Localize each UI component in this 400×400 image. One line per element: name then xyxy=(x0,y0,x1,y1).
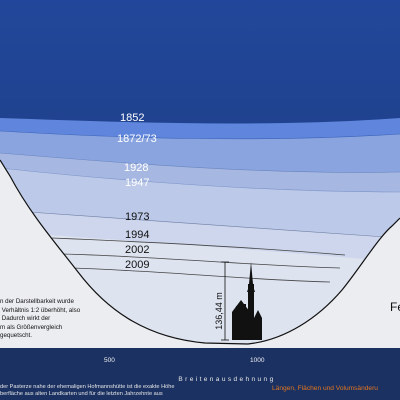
footer-caption: der Pasterze nahe der ehemaligen Hofmann… xyxy=(0,384,175,398)
line-1947 xyxy=(0,167,400,193)
year-label-1872-73: 1872/73 xyxy=(117,133,157,145)
axis-tick-1000: 1000 xyxy=(250,357,265,364)
axis-strip xyxy=(0,348,400,400)
valley-bedrock xyxy=(0,160,400,372)
year-label-2002: 2002 xyxy=(125,244,149,256)
line-2009 xyxy=(69,267,331,283)
line-2002 xyxy=(61,253,341,269)
year-label-1852: 1852 xyxy=(120,112,144,124)
year-label-1994: 1994 xyxy=(125,229,149,241)
year-label-1947: 1947 xyxy=(125,177,149,189)
line-1994 xyxy=(51,237,346,256)
cathedral-silhouette xyxy=(232,262,262,340)
line-1872 xyxy=(0,130,400,140)
height-scale-label: 136,44 m xyxy=(214,292,224,330)
year-label-1973: 1973 xyxy=(125,211,149,223)
year-label-2009: 2009 xyxy=(125,259,149,271)
year-label-1928: 1928 xyxy=(124,162,148,174)
scale-note-text: n der Darstellbarkeit wurde Verhältnis 1… xyxy=(0,298,81,340)
right-edge-label: Fe xyxy=(390,300,400,314)
valley-outline xyxy=(0,159,400,345)
axis-title: Breitenausdehnung xyxy=(178,376,276,383)
footer-heading: Längen, Flächen und Volumsänderu xyxy=(272,385,378,392)
line-1973 xyxy=(0,209,400,239)
line-1928 xyxy=(0,152,400,173)
axis-tick-500: 500 xyxy=(104,357,115,364)
